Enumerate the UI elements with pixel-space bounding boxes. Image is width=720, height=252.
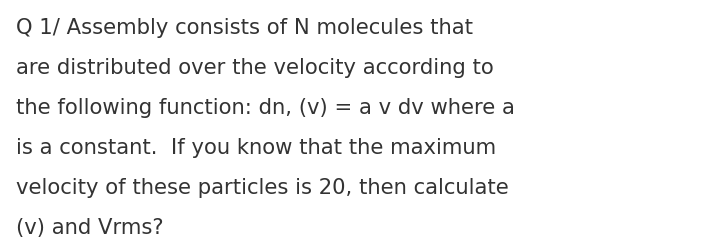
Text: is a constant.  If you know that the maximum: is a constant. If you know that the maxi…	[16, 137, 496, 157]
Text: Q 1/ Assembly consists of N molecules that: Q 1/ Assembly consists of N molecules th…	[16, 18, 473, 38]
Text: velocity of these particles is 20, then calculate: velocity of these particles is 20, then …	[16, 177, 508, 197]
Text: are distributed over the velocity according to: are distributed over the velocity accord…	[16, 57, 494, 77]
Text: (v) and Vrms?: (v) and Vrms?	[16, 217, 163, 237]
Text: the following function: dn, (v) = a v dv where a: the following function: dn, (v) = a v dv…	[16, 97, 515, 117]
